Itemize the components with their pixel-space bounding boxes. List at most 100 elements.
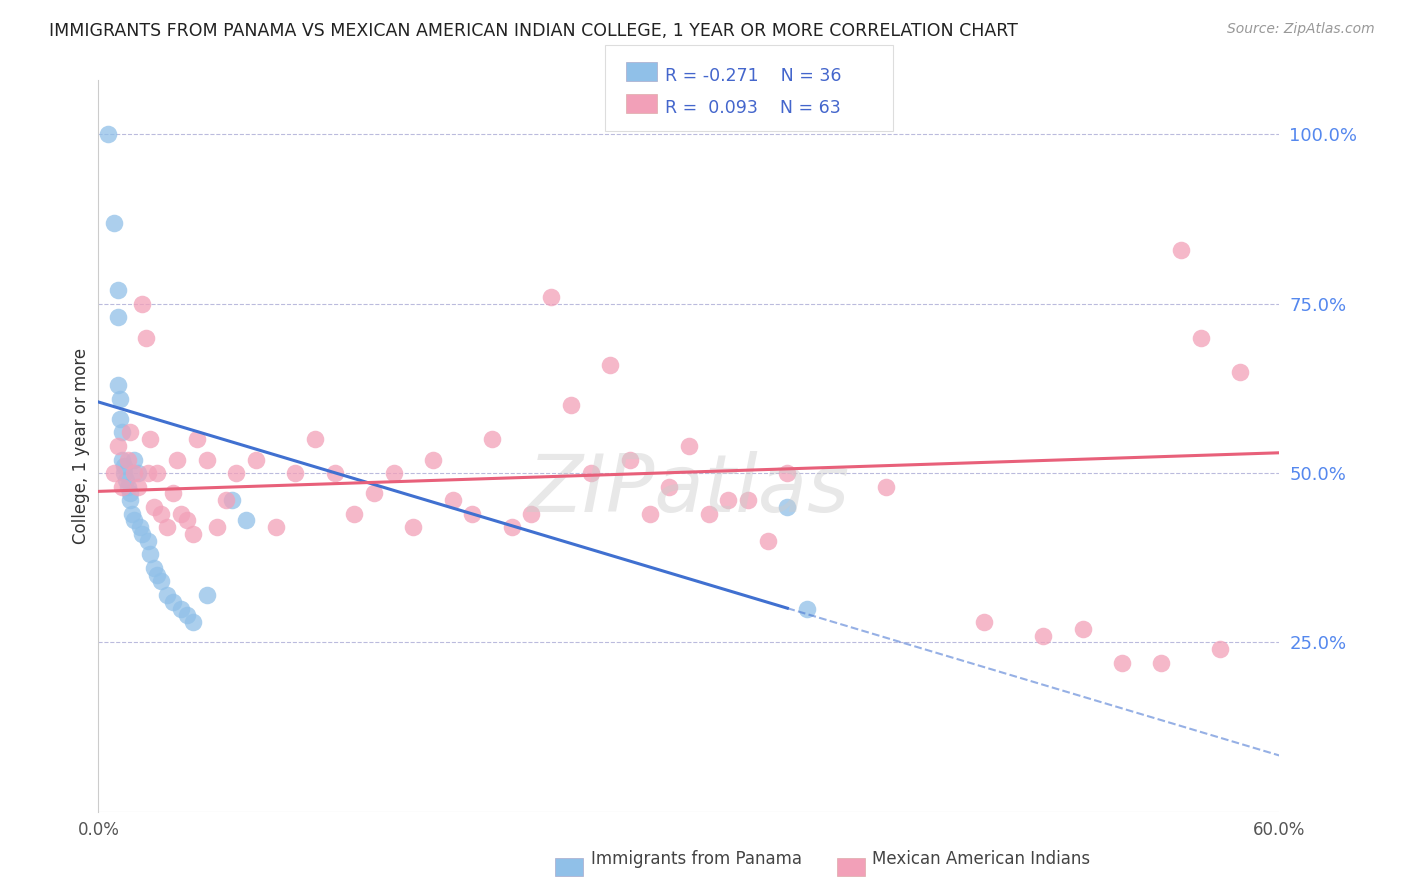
Y-axis label: College, 1 year or more: College, 1 year or more — [72, 348, 90, 544]
Point — [142, 561, 165, 575]
Point — [402, 520, 425, 534]
Point — [176, 608, 198, 623]
Point — [115, 473, 138, 487]
Point — [122, 466, 145, 480]
Text: R =  0.093    N = 63: R = 0.093 N = 63 — [665, 99, 841, 117]
Point — [382, 466, 405, 480]
Point — [776, 466, 799, 480]
Point — [1189, 331, 1212, 345]
Text: IMMIGRANTS FROM PANAMA VS MEXICAN AMERICAN INDIAN COLLEGE, 1 YEAR OR MORE CORREL: IMMIGRANTS FROM PANAMA VS MEXICAN AMERIC… — [49, 22, 1018, 40]
Point — [284, 466, 307, 480]
Point — [118, 425, 141, 440]
Point — [422, 452, 444, 467]
Point — [118, 493, 141, 508]
Point — [118, 486, 141, 500]
Point — [875, 480, 897, 494]
Point — [599, 358, 621, 372]
Point — [136, 466, 159, 480]
Point — [107, 439, 129, 453]
Point — [717, 493, 740, 508]
Point — [108, 392, 131, 406]
Point — [111, 425, 134, 440]
Point — [117, 480, 139, 494]
Point — [97, 128, 120, 142]
Point — [162, 595, 184, 609]
Point — [112, 466, 135, 480]
Point — [170, 507, 193, 521]
Point — [103, 466, 125, 480]
Point — [146, 466, 169, 480]
Point — [619, 452, 641, 467]
Point — [128, 520, 150, 534]
Point — [1150, 656, 1173, 670]
Point — [323, 466, 346, 480]
Point — [166, 452, 188, 467]
Point — [122, 514, 145, 528]
Point — [1032, 629, 1054, 643]
Text: ZIPatlas: ZIPatlas — [527, 450, 851, 529]
Text: R = -0.271    N = 36: R = -0.271 N = 36 — [665, 67, 842, 85]
Point — [638, 507, 661, 521]
Point — [107, 310, 129, 325]
Point — [138, 432, 160, 446]
Point — [215, 493, 238, 508]
Point — [1229, 364, 1251, 378]
Point — [205, 520, 228, 534]
Point — [131, 527, 153, 541]
Point — [181, 527, 204, 541]
Text: Mexican American Indians: Mexican American Indians — [872, 850, 1090, 868]
Point — [1209, 642, 1232, 657]
Point — [264, 520, 287, 534]
Point — [1071, 622, 1094, 636]
Point — [170, 601, 193, 615]
Point — [481, 432, 503, 446]
Point — [501, 520, 523, 534]
Point — [697, 507, 720, 521]
Point — [737, 493, 759, 508]
Point — [111, 480, 134, 494]
Point — [221, 493, 243, 508]
Point — [796, 601, 818, 615]
Point — [181, 615, 204, 629]
Point — [127, 466, 149, 480]
Point — [363, 486, 385, 500]
Point — [156, 588, 179, 602]
Point — [678, 439, 700, 453]
Point — [107, 283, 129, 297]
Point — [138, 547, 160, 561]
Text: Immigrants from Panama: Immigrants from Panama — [591, 850, 801, 868]
Point — [107, 378, 129, 392]
Point — [235, 514, 257, 528]
Point — [195, 452, 218, 467]
Point — [540, 290, 562, 304]
Point — [112, 459, 135, 474]
Point — [560, 398, 582, 412]
Point — [146, 567, 169, 582]
Point — [461, 507, 484, 521]
Point — [142, 500, 165, 514]
Point — [245, 452, 267, 467]
Point — [186, 432, 208, 446]
Point — [1111, 656, 1133, 670]
Point — [136, 533, 159, 548]
Point — [225, 466, 247, 480]
Point — [131, 297, 153, 311]
Point — [150, 574, 173, 589]
Point — [162, 486, 184, 500]
Point — [111, 452, 134, 467]
Point — [103, 215, 125, 229]
Point — [579, 466, 602, 480]
Point — [135, 331, 157, 345]
Point — [776, 500, 799, 514]
Point — [117, 452, 139, 467]
Point — [1170, 243, 1192, 257]
Point — [756, 533, 779, 548]
Point — [520, 507, 543, 521]
Point — [122, 452, 145, 467]
Point — [304, 432, 326, 446]
Point — [343, 507, 366, 521]
Point — [176, 514, 198, 528]
Point — [973, 615, 995, 629]
Point — [658, 480, 681, 494]
Text: Source: ZipAtlas.com: Source: ZipAtlas.com — [1227, 22, 1375, 37]
